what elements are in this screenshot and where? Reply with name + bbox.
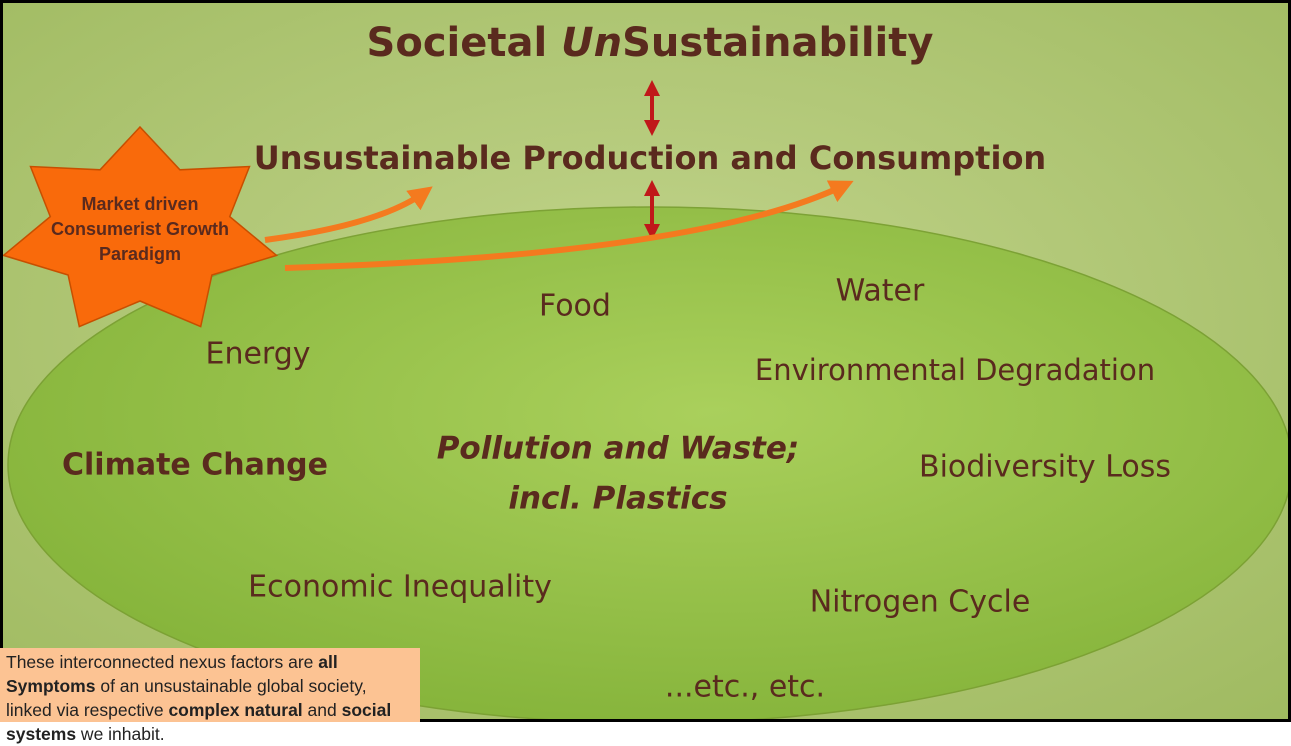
driver-arrow — [284, 180, 854, 271]
factor: Energy — [205, 337, 310, 372]
driver-text: Paradigm — [99, 244, 181, 264]
factor: Climate Change — [62, 448, 328, 483]
subtitle: Unsustainable Production and Consumption — [254, 139, 1046, 177]
driver-star — [1, 125, 279, 328]
note: These interconnected nexus factors are a… — [0, 648, 420, 744]
note-text: of an unsustainable global society, link… — [6, 676, 367, 720]
factor: Economic Inequality — [248, 570, 552, 605]
diagram: Societal UnSustainability Unsustainable … — [0, 0, 1291, 722]
driver-text: Market driven — [81, 194, 198, 214]
title-part: Societal — [367, 20, 562, 66]
factor: ...etc., etc. — [665, 670, 825, 705]
border — [0, 0, 1291, 722]
factor: Nitrogen Cycle — [810, 585, 1031, 620]
note-text: we inhabit. — [76, 724, 165, 744]
driver-arrow — [264, 186, 433, 243]
note-text: all Symptoms — [6, 652, 338, 696]
factor: Water — [836, 274, 925, 309]
factor: Food — [539, 289, 611, 324]
title-part: Sustainability — [622, 20, 933, 66]
note-text: These interconnected nexus factors are — [6, 652, 319, 672]
factor: incl. Plastics — [508, 481, 727, 517]
factor: Environmental Degradation — [755, 353, 1155, 387]
factor: Biodiversity Loss — [919, 450, 1171, 485]
note-text: and — [302, 700, 342, 720]
note-text: complex natural — [168, 700, 303, 720]
driver-text: Consumerist Growth — [51, 219, 229, 239]
title: Societal UnSustainability — [367, 20, 934, 66]
factor: Pollution and Waste; — [437, 431, 800, 467]
title-part: Un — [561, 20, 622, 66]
